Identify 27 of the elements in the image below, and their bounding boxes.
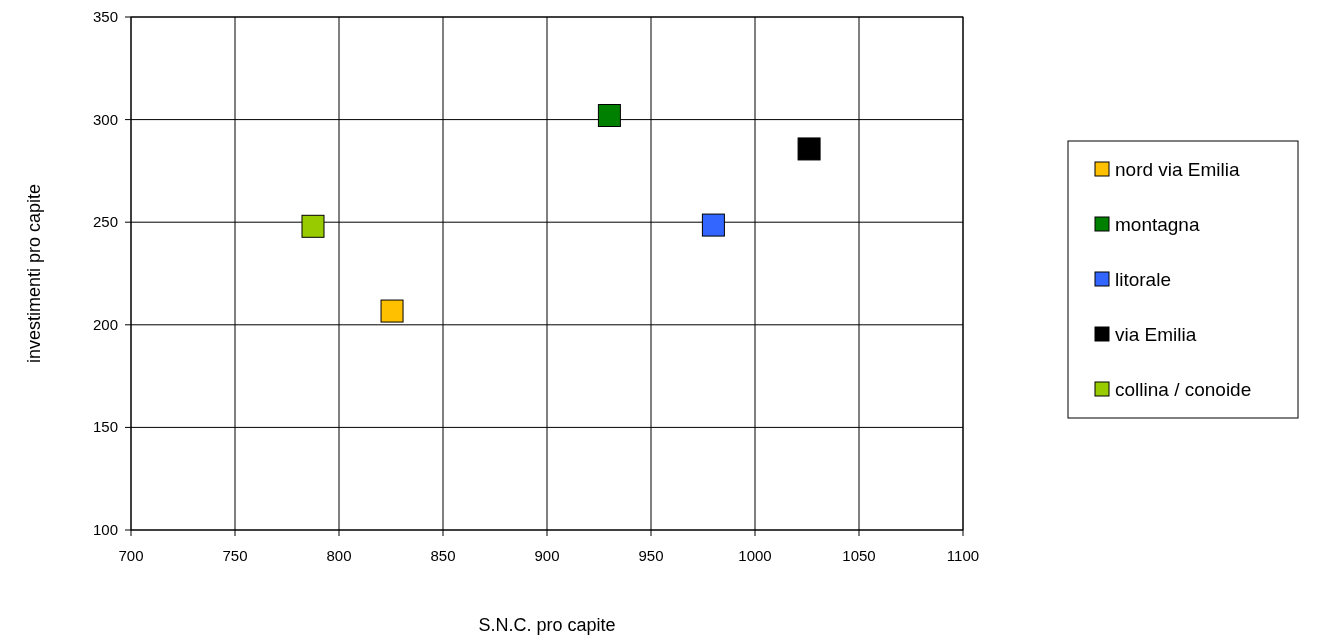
x-tick-label: 750	[222, 547, 248, 564]
y-tick-label: 200	[92, 315, 118, 333]
x-tick-label: 800	[326, 547, 352, 564]
point	[797, 137, 821, 161]
x-tick-label: 900	[534, 547, 560, 564]
y-tick-label: 300	[92, 110, 118, 128]
x-tick-label: 700	[118, 547, 144, 564]
x-tick-label: 850	[430, 547, 456, 564]
y-tick-label: 150	[92, 418, 118, 436]
legend-label: montagna	[1115, 214, 1200, 235]
point	[380, 299, 404, 323]
y-tick-label: 250	[92, 213, 118, 231]
legend-label: nord via Emilia	[1115, 159, 1241, 180]
x-axis-title: S.N.C. pro capite	[478, 615, 616, 635]
x-tick-label: 1100	[946, 547, 980, 564]
x-tick-label: 1000	[738, 547, 772, 564]
legend-label: via Emilia	[1115, 324, 1197, 345]
x-tick-label: 950	[638, 547, 664, 564]
point	[701, 213, 725, 237]
legend-label: collina / conoide	[1115, 379, 1252, 400]
x-tick-label: 1050	[842, 547, 876, 564]
y-tick-label: 100	[92, 521, 118, 538]
legend-label: litorale	[1115, 269, 1171, 290]
y-axis-title: investimenti pro capite	[24, 183, 44, 364]
y-tick-label: 350	[92, 8, 118, 25]
point	[597, 104, 621, 127]
point	[301, 214, 325, 238]
